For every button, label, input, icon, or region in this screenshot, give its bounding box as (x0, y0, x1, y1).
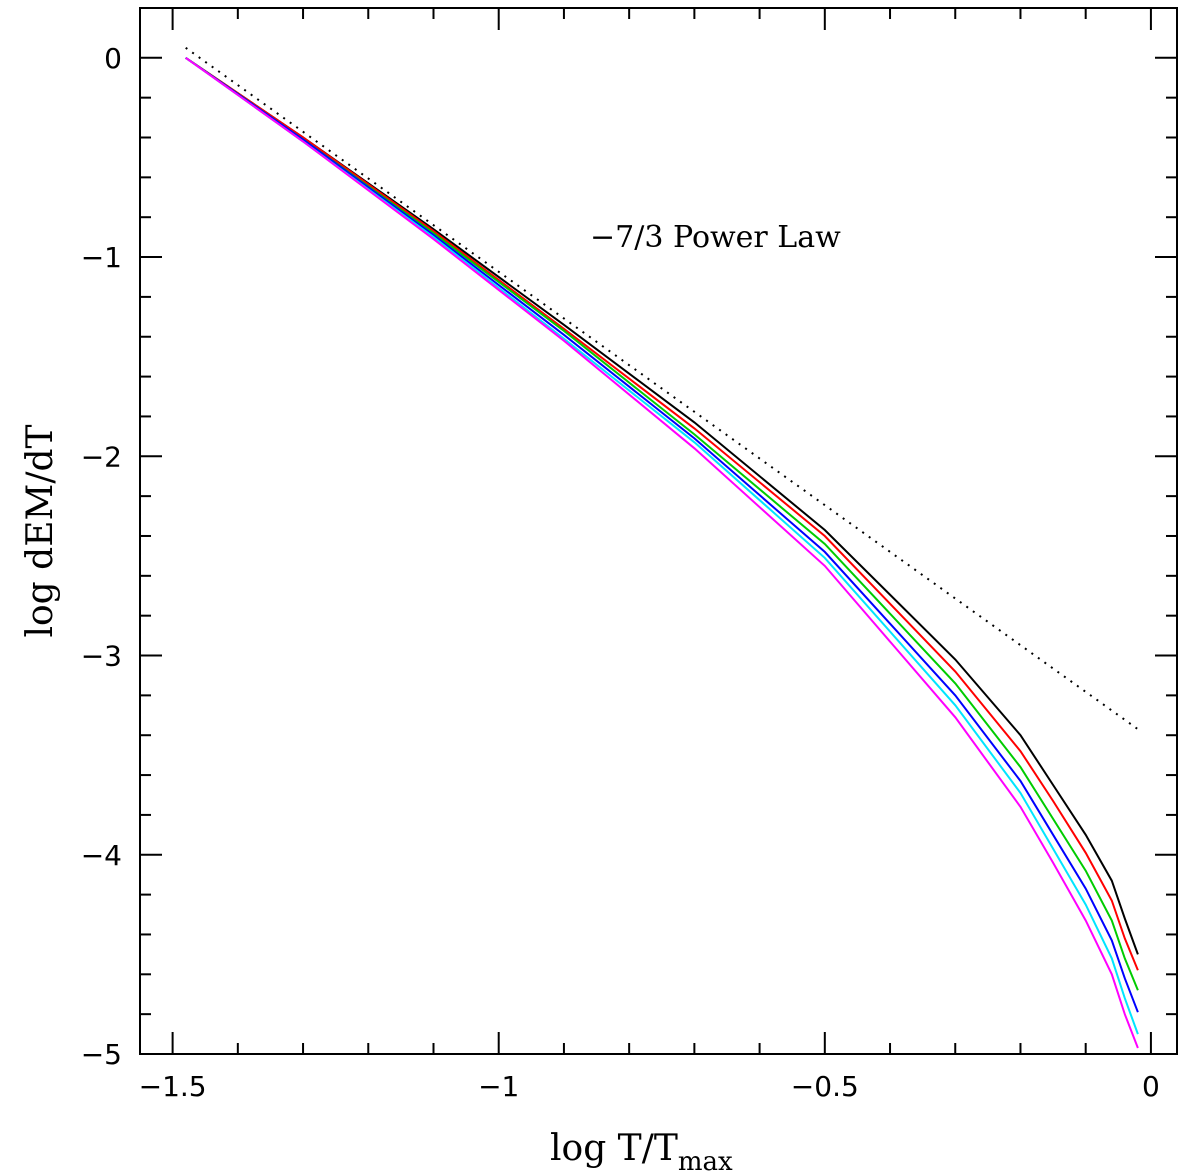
series-line-5 (185, 56, 1139, 1035)
series-line-3 (185, 56, 1139, 991)
series-line-6 (185, 56, 1139, 1049)
x-tick-label: 0 (1142, 1070, 1160, 1103)
tick-layer: −1.5 −1 −0.5 0 0 −1 −2 −3 −4 −5 (81, 8, 1177, 1103)
x-tick-label: −1 (478, 1070, 519, 1103)
plot-frame (139, 7, 1178, 1055)
series-layer (185, 46, 1139, 1049)
y-axis-label: log dEM/dT (20, 424, 61, 637)
x-tick-label: −1.5 (139, 1070, 207, 1103)
y-tick-label: −5 (81, 1038, 122, 1071)
y-tick-label: −3 (81, 640, 122, 673)
series-line-1 (185, 56, 1139, 955)
x-axis-label-main: log T/T (550, 1128, 678, 1169)
series-line-4 (185, 56, 1139, 1013)
x-axis-label: log T/Tmax (550, 1128, 733, 1174)
x-tick-label: −0.5 (791, 1070, 859, 1103)
power-law-annotation: −7/3 Power Law (590, 220, 841, 255)
y-tick-label: −4 (81, 839, 122, 872)
x-axis-label-subscript: max (678, 1147, 733, 1174)
power-law-reference-line (185, 46, 1139, 731)
y-tick-label: −1 (81, 241, 122, 274)
y-tick-label: 0 (104, 42, 122, 75)
y-tick-label: −2 (81, 440, 122, 473)
series-line-2 (185, 56, 1139, 971)
